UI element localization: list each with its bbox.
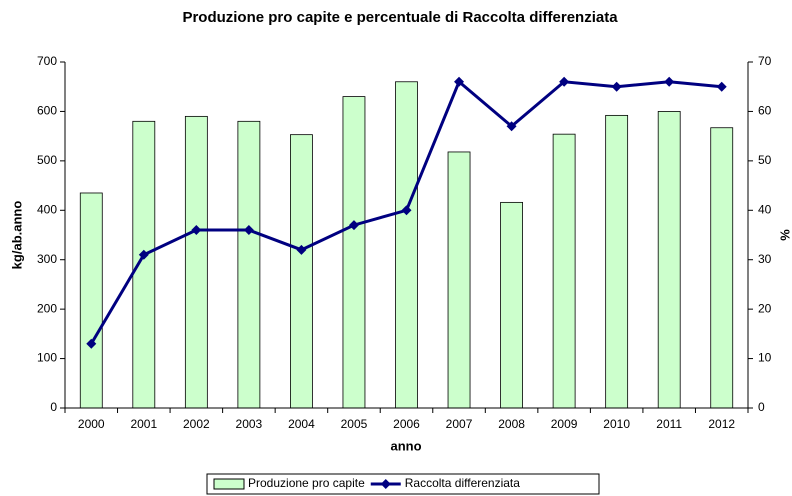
x-tick-label: 2009: [551, 417, 578, 431]
marker: [716, 81, 727, 92]
marker: [559, 76, 570, 87]
legend-box: [206, 473, 600, 495]
marker: [506, 121, 517, 132]
x-tick-label: 2000: [78, 417, 105, 431]
bar: [342, 96, 366, 409]
x-tick-label: 2006: [393, 417, 420, 431]
legend-swatch: [380, 479, 391, 489]
y2-tick-label: 30: [758, 252, 772, 266]
y-tick-label: 300: [37, 252, 57, 266]
bar: [657, 111, 681, 409]
x-tick-label: 2003: [236, 417, 263, 431]
bar: [184, 115, 208, 409]
bar: [552, 133, 576, 409]
x-axis-label: anno: [390, 438, 421, 453]
y2-tick-label: 40: [758, 202, 772, 216]
y2-tick-label: 50: [758, 153, 772, 167]
bar: [290, 134, 313, 409]
y-tick-label: 700: [37, 54, 57, 68]
x-tick-label: 2005: [341, 417, 368, 431]
bar: [79, 192, 103, 409]
x-tick-label: 2008: [498, 417, 525, 431]
x-tick-label: 2002: [183, 417, 210, 431]
legend-label: Produzione pro capite: [248, 476, 365, 490]
y-tick-label: 100: [37, 351, 57, 365]
y-tick-label: 0: [50, 400, 57, 414]
y2-axis-label: %: [778, 229, 792, 241]
marker: [296, 244, 307, 255]
legend-label: Raccolta differenziata: [405, 476, 521, 490]
bar: [395, 81, 418, 409]
x-tick-label: 2012: [708, 417, 735, 431]
y2-tick-label: 60: [758, 104, 772, 118]
marker: [454, 76, 465, 87]
marker: [611, 81, 622, 92]
x-tick-label: 2011: [656, 417, 682, 431]
marker: [138, 249, 149, 260]
bar: [132, 120, 156, 409]
x-tick-label: 2010: [603, 417, 630, 431]
bar: [500, 201, 523, 409]
bar: [237, 120, 261, 409]
x-tick-label: 2007: [446, 417, 473, 431]
y-tick-label: 200: [37, 301, 57, 315]
legend-swatch: [213, 478, 245, 490]
chart-title: Produzione pro capite e percentuale di R…: [182, 9, 618, 26]
x-tick-label: 2001: [130, 417, 157, 431]
y-tick-label: 500: [37, 153, 57, 167]
marker: [86, 338, 97, 349]
marker: [401, 205, 412, 216]
marker: [664, 76, 675, 87]
y2-tick-label: 20: [758, 301, 772, 315]
y-tick-label: 600: [37, 104, 57, 118]
y-tick-label: 400: [37, 202, 57, 216]
y2-tick-label: 0: [758, 400, 765, 414]
bar: [447, 151, 471, 409]
x-tick-label: 2004: [288, 417, 315, 431]
y2-tick-label: 10: [758, 351, 772, 365]
marker: [243, 225, 254, 236]
bar: [605, 114, 629, 409]
marker: [348, 220, 359, 231]
y2-tick-label: 70: [758, 54, 772, 68]
bar: [710, 127, 734, 409]
y-axis-label: kg/ab.anno: [9, 201, 24, 270]
marker: [191, 225, 202, 236]
